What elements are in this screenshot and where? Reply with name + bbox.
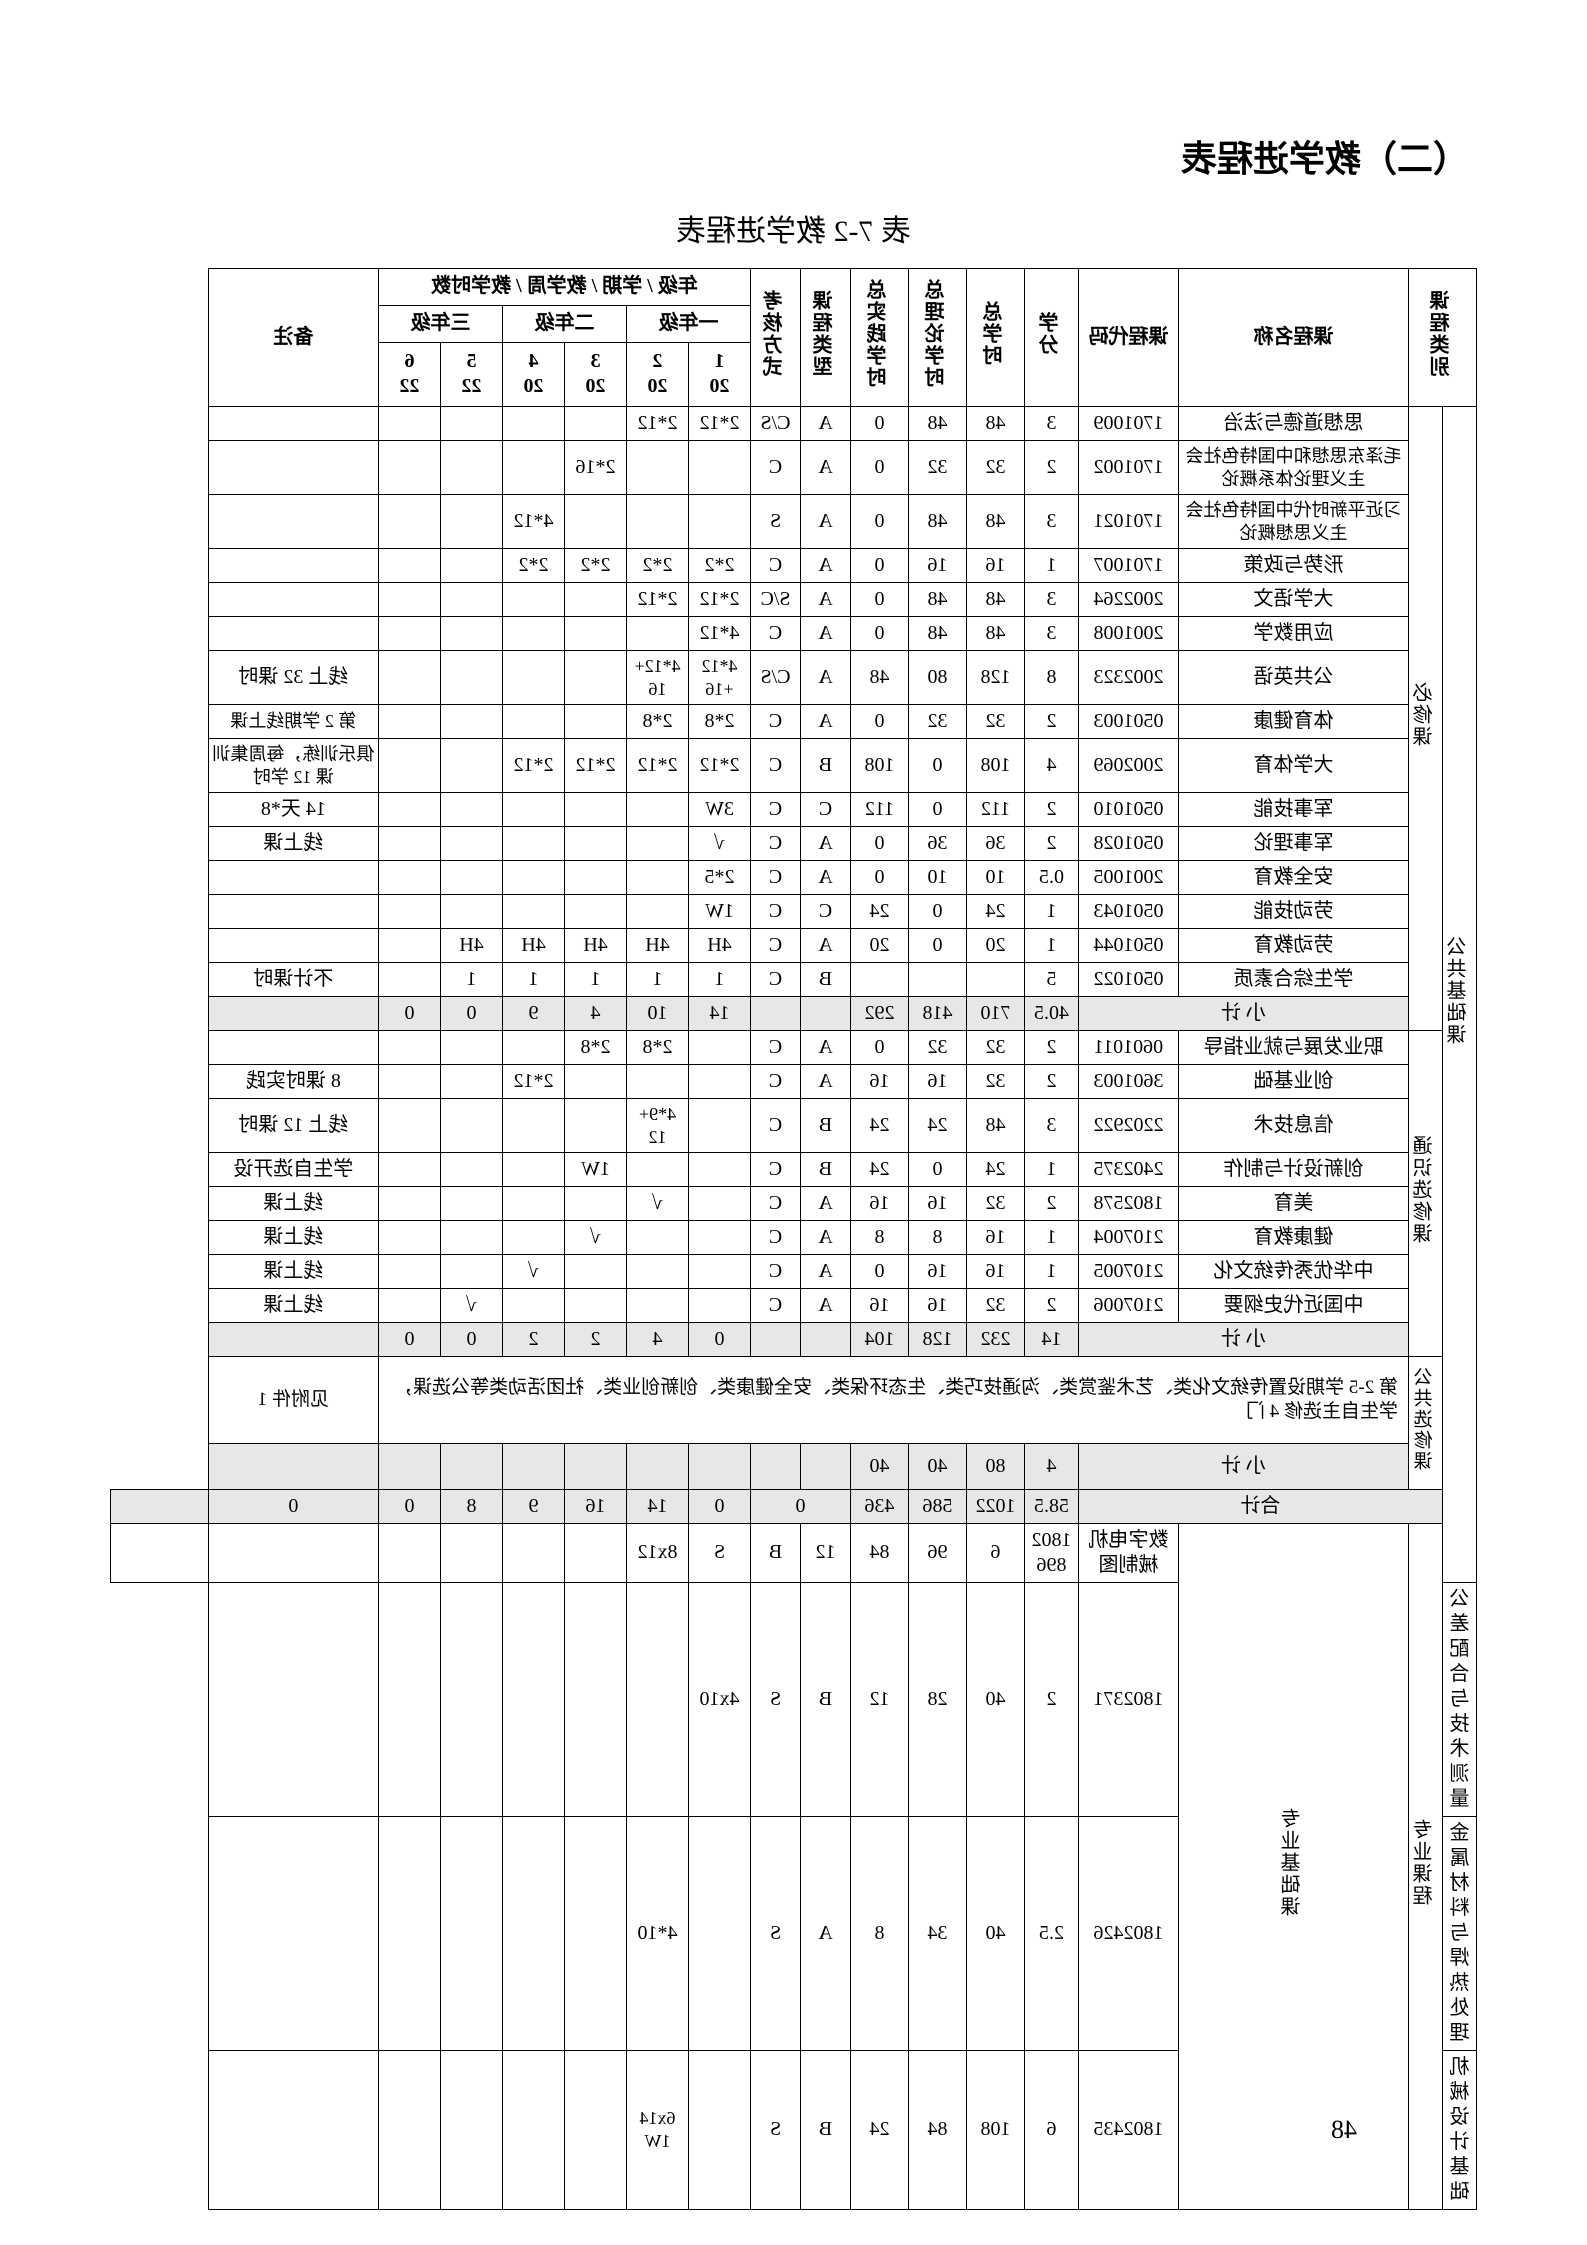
cat-xianxiu: 通识选修课: [1411, 1129, 1440, 1251]
hdr-s5: 522: [441, 342, 503, 406]
hdr-s1: 120: [689, 342, 751, 406]
hdr-course-code: 课程代码: [1079, 269, 1179, 407]
hdr-year1: 一年级: [627, 305, 751, 342]
table-row: 信息技术22029223482424BC 4*9+12 线上 12 课时: [111, 1099, 1477, 1153]
section-heading: （二）教学进程表: [110, 130, 1477, 182]
table-row: 大学体育200206941080108BC 2*122*122*122*12 俱…: [111, 739, 1477, 793]
hdr-course-name: 课程名称: [1179, 269, 1409, 407]
table-row: 创业基础36010032321616AC 2*12 8 课时实践: [111, 1065, 1477, 1099]
hdr-semesters: 年级 / 学期 / 教学周 / 教学时数: [378, 269, 750, 306]
cat-zhuanye-outer: 专业课程: [1411, 1813, 1440, 1913]
table-row: 劳动教育0501044120020AC 4H4H4H4H4H: [111, 929, 1477, 963]
hdr-s6: 622: [378, 342, 440, 406]
hdr-credits: 学分: [1037, 306, 1066, 362]
table-row: 劳动技能0501043124024CC 1W: [111, 895, 1477, 929]
table-row: 公共英语200232381288048AC/S 4*12+164*12+16 线…: [111, 651, 1477, 705]
hdr-s4: 420: [503, 342, 565, 406]
note-text: 第 2-5 学期设置传统文化类、艺术鉴赏类、沟通技巧类、生态环保类、安全健康类、…: [378, 1357, 1408, 1444]
table-row: 体育健康0501003232320AC 2*82*8 第 2 学期线上课: [111, 705, 1477, 739]
hdr-s3: 320: [565, 342, 627, 406]
table-row: 习近平新时代中国特色社会主义思想概论1701021348480AS 4*12: [111, 495, 1477, 549]
curriculum-table: 课程类别 课程名称 课程代码 学分 总学时 总理论学时 总实践学时 课程类型 考…: [110, 268, 1477, 2210]
table-row: 应用数学2001008348480AC 4*12: [111, 617, 1477, 651]
table-caption: 表 7-2 教学进程表: [110, 206, 1477, 250]
hdr-course-type: 课程类别: [1428, 284, 1457, 384]
hdr-year3: 三年级: [378, 305, 502, 342]
subtotal-row: 小 计 4804040: [111, 1443, 1477, 1489]
table-row: 安全教育20010050.510100AC 2*5: [111, 861, 1477, 895]
table-row: 中华优秀传统文化2107005116160AC √ 线上课: [111, 1255, 1477, 1289]
cat-bixiu: 必修课: [1411, 676, 1440, 754]
hdr-theory-hours: 总理论学时: [923, 273, 952, 395]
hdr-remark: 备注: [208, 269, 378, 407]
subtotal-row: 小 计 14232128104 042200: [111, 1323, 1477, 1357]
table-row: 军事理论0501028236360AC √ 线上课: [111, 827, 1477, 861]
hdr-total-hours: 总学时: [981, 295, 1010, 373]
cat-zhuanye: 专业基础课: [1279, 1802, 1308, 1924]
cat-gongxuan: 公共选修课: [1412, 1361, 1440, 1478]
hdr-assess: 考核方式: [761, 284, 790, 384]
table-row: 学生综合素质05010225BC 11111 不计课时: [111, 963, 1477, 997]
table-row: 形势与政策1701007116160AC 2*22*22*22*2: [111, 549, 1477, 583]
header-row-1: 课程类别 课程名称 课程代码 学分 总学时 总理论学时 总实践学时 课程类型 考…: [111, 269, 1477, 306]
table-row: 通识选修课 职业发展与就业指导0601011232320AC 2*82*8: [111, 1031, 1477, 1065]
table-row: 军事技能050101021120112CC 3W 14 天*8: [111, 793, 1477, 827]
table-row: 健康教育210700411688AC √ 线上课: [111, 1221, 1477, 1255]
hdr-china-type: 课程类型: [811, 284, 840, 384]
page-number: 48: [1331, 2115, 1357, 2145]
table-row: 毛泽东思想和中国特色社会主义理论体系概论1701002232320AC 2*16: [111, 441, 1477, 495]
hdr-s2: 220: [627, 342, 689, 406]
subtotal-row: 小 计 40.5710418292 14104900: [111, 997, 1477, 1031]
hdr-year2: 二年级: [503, 305, 627, 342]
cat-gongji: 公共基础课: [1445, 930, 1474, 1052]
table-row: 公共基础课 必修课 思想道德与法治1701009348480AC/S 2*122…: [111, 407, 1477, 441]
hdr-practice-hours: 总实践学时: [865, 273, 894, 395]
table-row: 大学语文2002264348480AS/C 2*122*12: [111, 583, 1477, 617]
total-row: 合计 58.51022586436 00 14169800: [111, 1489, 1477, 1523]
table-row: 中国近代史纲要21070062321616AC √ 线上课: [111, 1289, 1477, 1323]
note-row: 公共选修课 第 2-5 学期设置传统文化类、艺术鉴赏类、沟通技巧类、生态环保类、…: [111, 1357, 1477, 1444]
table-row: 美育18025782321616AC √ 线上课: [111, 1187, 1477, 1221]
table-row: 专业课程 专业基础课 数字电机械制图18028966968412BS 8x12: [111, 1523, 1477, 1582]
table-row: 创新设计与制作2402375124024BC 1W 学生自选开设: [111, 1153, 1477, 1187]
